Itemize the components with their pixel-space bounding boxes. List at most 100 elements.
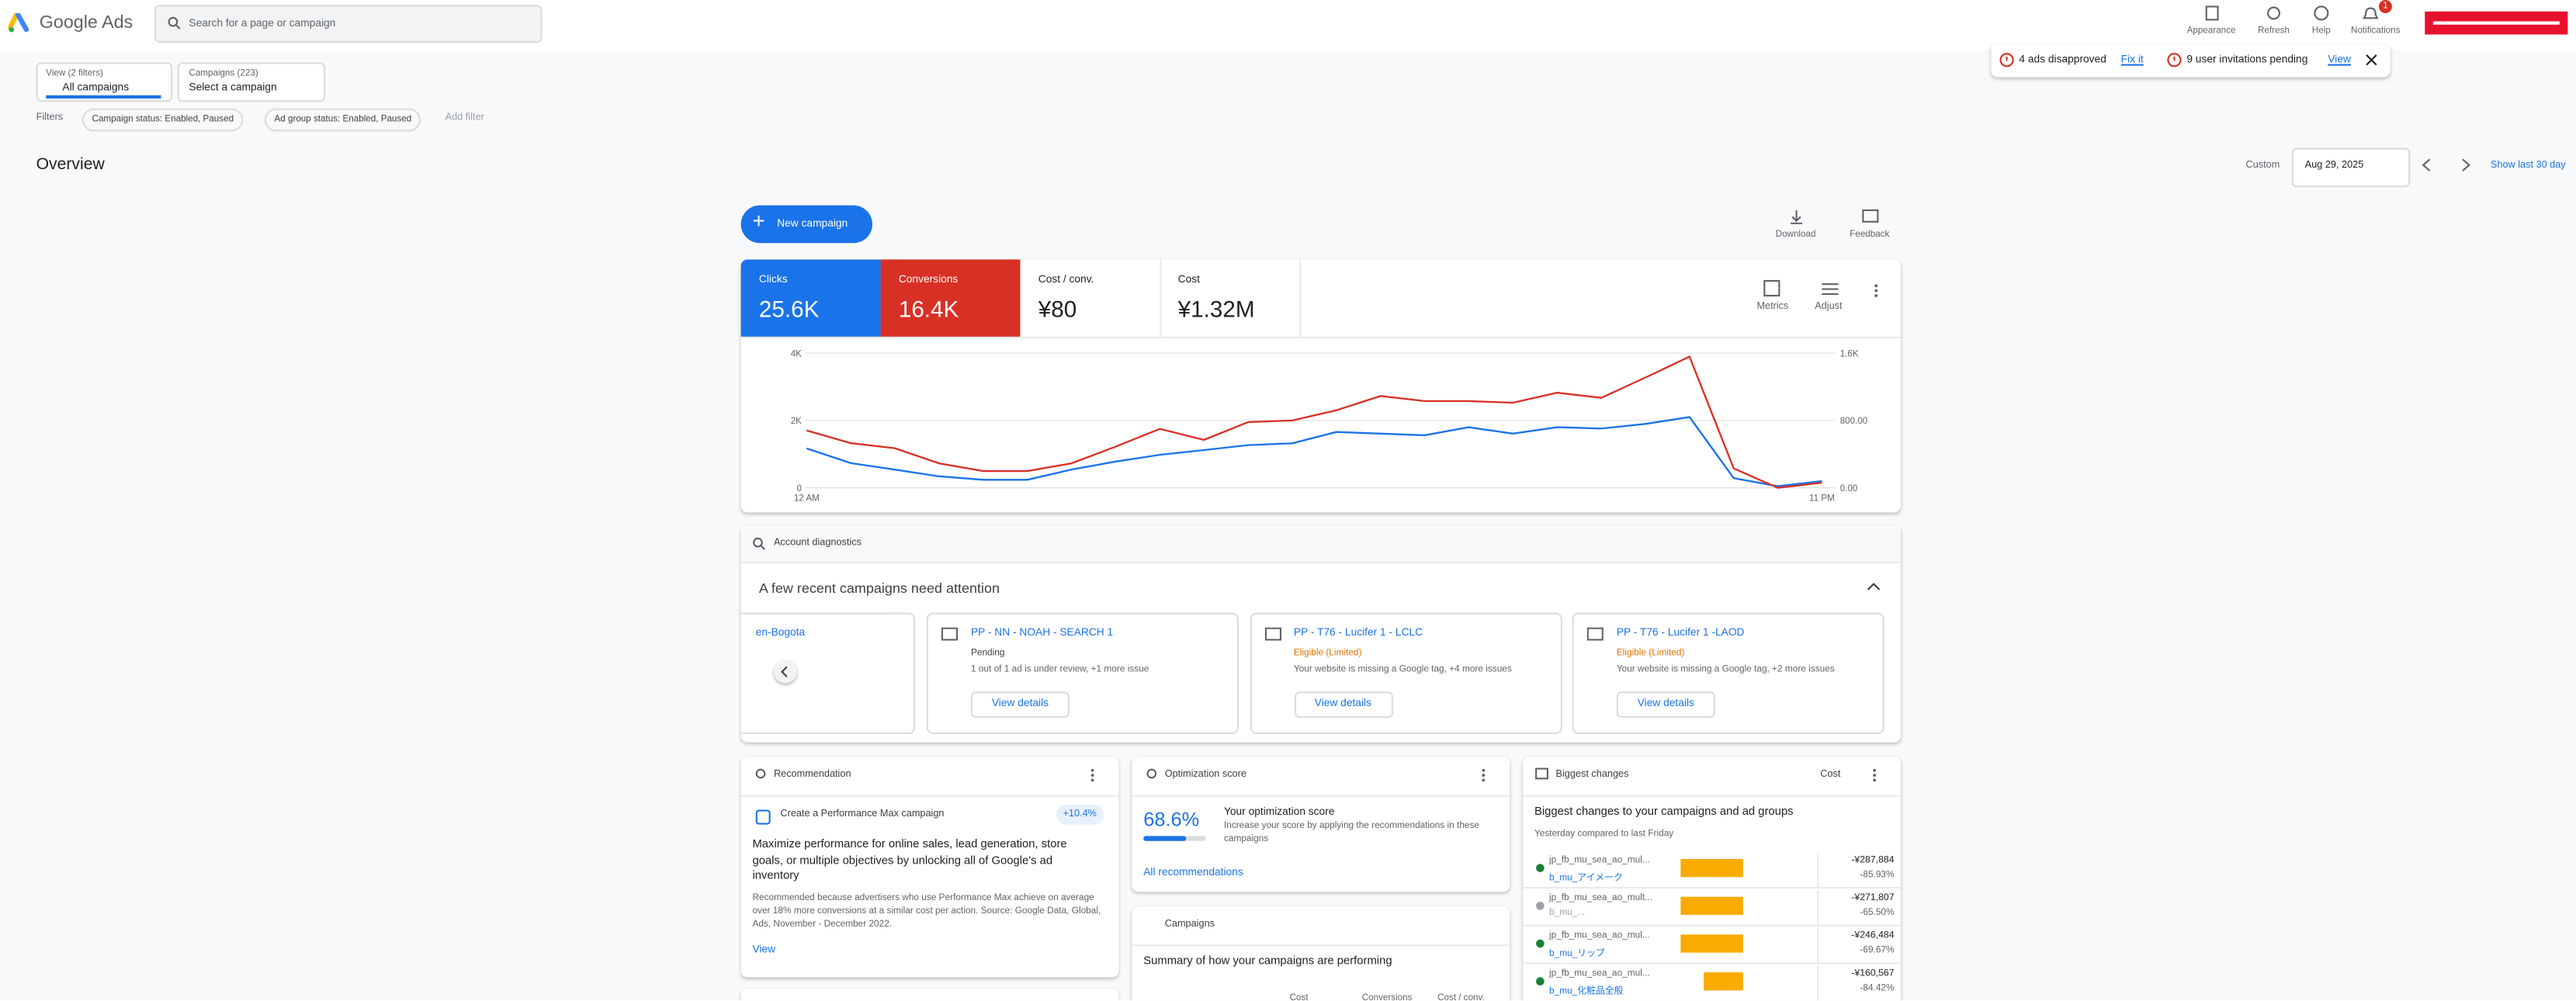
optimization-card: Optimization score 68.6% Your optimizati… xyxy=(1132,757,1510,892)
product-name: Google Ads xyxy=(39,12,133,33)
campaign-name[interactable]: PP - T76 - Lucifer 1 -LAOD xyxy=(1616,627,1745,639)
metric-tile[interactable]: Cost ¥1.32M xyxy=(1160,259,1302,337)
y-tick-label: 0 xyxy=(796,483,802,494)
view-selector[interactable]: View (2 filters) All campaigns xyxy=(36,62,173,102)
action-notifications[interactable]: Notifications xyxy=(2351,26,2401,36)
campaign-card[interactable]: en-Bogota xyxy=(740,612,916,735)
bar-divider xyxy=(1817,890,1819,925)
selector-value: Select a campaign xyxy=(189,81,277,94)
campaign-name[interactable]: PP - T76 - Lucifer 1 - LCLC xyxy=(1293,627,1423,639)
opt-body: Increase your score by applying the reco… xyxy=(1223,821,1480,843)
metric-tile[interactable]: Clicks 25.6K xyxy=(740,259,881,337)
campaign-detail: 1 out of 1 ad is under review, +1 more i… xyxy=(970,665,1149,675)
campaign-card[interactable]: PP - T76 - Lucifer 1 -LAOD Eligible (Limi… xyxy=(1572,612,1884,735)
campaign-card[interactable]: PP - NN - NOAH - SEARCH 1 Pending 1 out of… xyxy=(926,612,1239,735)
header-icons xyxy=(2205,5,2379,21)
opt-link[interactable]: All recommendations xyxy=(1143,867,1243,879)
toolbar-icons xyxy=(1791,209,1879,224)
alert-action[interactable]: Fix it xyxy=(2120,54,2144,66)
alerts: 4 ads disapproved Fix it 9 user invitati… xyxy=(1991,44,2391,78)
add-filter[interactable]: Add filter xyxy=(445,113,484,123)
action-help[interactable]: Help xyxy=(2311,26,2331,36)
metric-value: ¥1.32M xyxy=(1177,296,1255,322)
view-details[interactable]: View details xyxy=(970,691,1070,718)
filter-chip[interactable]: Ad group status: Enabled, Paused xyxy=(264,108,421,132)
view-details[interactable]: View details xyxy=(1616,691,1715,718)
ad-group[interactable]: b_mu_リップ xyxy=(1549,949,1605,960)
card-title: Biggest changes xyxy=(1555,770,1629,781)
metrics-button[interactable]: Metrics xyxy=(1756,302,1789,313)
changes-subtitle: Yesterday compared to last Friday xyxy=(1534,829,1674,840)
campaigns-heading: Summary of how your campaigns are perfor… xyxy=(1143,955,1392,968)
adjust-button[interactable]: Adjust xyxy=(1815,302,1843,313)
row-divider xyxy=(1523,924,1902,927)
rec-item[interactable]: Create a Performance Max campaign xyxy=(780,809,945,820)
close-icon[interactable] xyxy=(2366,54,2377,66)
status-dot xyxy=(1536,902,1545,910)
metric-label: Clicks xyxy=(758,274,788,286)
uplift: +10.4% xyxy=(1056,805,1104,825)
change-percent: -85.93% xyxy=(1860,870,1895,881)
change-percent: -84.42% xyxy=(1860,983,1895,994)
button-text: New campaign xyxy=(777,218,848,230)
x-tick-label: 12 AM xyxy=(794,494,820,504)
y2-tick-label: 1.6K xyxy=(1840,348,1859,358)
rec-link[interactable]: View xyxy=(752,944,776,956)
date-arrows[interactable] xyxy=(2420,158,2473,172)
range-label: Custom xyxy=(2245,161,2280,171)
metric-tile[interactable]: Cost / conv. ¥80 xyxy=(1020,259,1162,337)
download[interactable]: Download xyxy=(1775,230,1816,241)
campaign-selector[interactable]: Campaigns (223) Select a campaign xyxy=(177,62,326,102)
rec-heading: Maximize performance for online sales, l… xyxy=(752,839,1067,882)
date-picker[interactable]: Aug 29, 2025 xyxy=(2291,147,2411,188)
show-last[interactable]: Show last 30 day xyxy=(2490,161,2566,171)
ad-group[interactable]: b_mu_化粧品全般 xyxy=(1549,987,1624,997)
ad-group[interactable]: b_mu_アイメーク xyxy=(1549,874,1623,884)
next-card xyxy=(740,989,1119,1001)
y-tick-label: 4K xyxy=(791,348,802,358)
change-percent: -69.67% xyxy=(1860,946,1895,956)
performance-card: Clicks 25.6K Conversions 16.4K Cost / co… xyxy=(740,259,1902,513)
search-placeholder: Search for a page or campaign xyxy=(189,18,336,30)
new-campaign-button[interactable]: + New campaign xyxy=(740,205,872,244)
bar-divider xyxy=(1817,927,1819,963)
y2-tick-label: 800.00 xyxy=(1840,416,1868,426)
alert-icon xyxy=(2167,53,2182,68)
campaign-card[interactable]: PP - T76 - Lucifer 1 - LCLC Eligible (Lim… xyxy=(1249,612,1562,735)
change-value: -¥160,567 xyxy=(1851,968,1895,979)
campaign-name[interactable]: PP - NN - NOAH - SEARCH 1 xyxy=(970,627,1114,639)
card-title: Optimization score xyxy=(1164,770,1246,781)
selector-label: Campaigns (223) xyxy=(189,68,258,79)
column-header: Cost xyxy=(1289,993,1309,1001)
action-refresh[interactable]: Refresh xyxy=(2258,26,2290,36)
campaign-name: en-Bogota xyxy=(755,627,806,639)
view-details[interactable]: View details xyxy=(1293,691,1392,718)
opt-heading: Your optimization score xyxy=(1223,806,1335,819)
card-icons xyxy=(1763,279,1878,297)
alert-text: 9 user invitations pending xyxy=(2186,54,2308,66)
metric-dropdown[interactable]: Cost xyxy=(1820,770,1841,781)
action-appearance[interactable]: Appearance xyxy=(2186,26,2236,36)
campaign-name: jp_fb_mu_sea_ao_mul... xyxy=(1549,931,1650,941)
card-title: Campaigns xyxy=(1164,920,1215,930)
campaign-name: jp_fb_mu_sea_ao_mul... xyxy=(1549,968,1650,979)
filter-chip[interactable]: Campaign status: Enabled, Paused xyxy=(81,108,244,132)
metric-value: 25.6K xyxy=(758,296,820,322)
account-box[interactable] xyxy=(2425,11,2568,35)
alert-action[interactable]: View xyxy=(2328,54,2351,66)
search-box[interactable]: Search for a page or campaign xyxy=(154,5,543,43)
filters-label: Filters xyxy=(36,113,64,123)
column-header: Cost / conv. xyxy=(1437,993,1485,1001)
column-header: Conversions xyxy=(1361,993,1413,1001)
prev-arrow[interactable] xyxy=(773,660,797,684)
feedback[interactable]: Feedback xyxy=(1850,230,1890,241)
alert-text: 4 ads disapproved xyxy=(2019,54,2106,66)
change-bar xyxy=(1680,859,1743,878)
metric-value: ¥80 xyxy=(1038,296,1077,322)
row-divider xyxy=(1523,962,1902,965)
ad-group[interactable]: b_mu_... xyxy=(1549,908,1586,919)
logo xyxy=(8,12,29,33)
metric-tile[interactable]: Conversions 16.4K xyxy=(880,259,1021,337)
